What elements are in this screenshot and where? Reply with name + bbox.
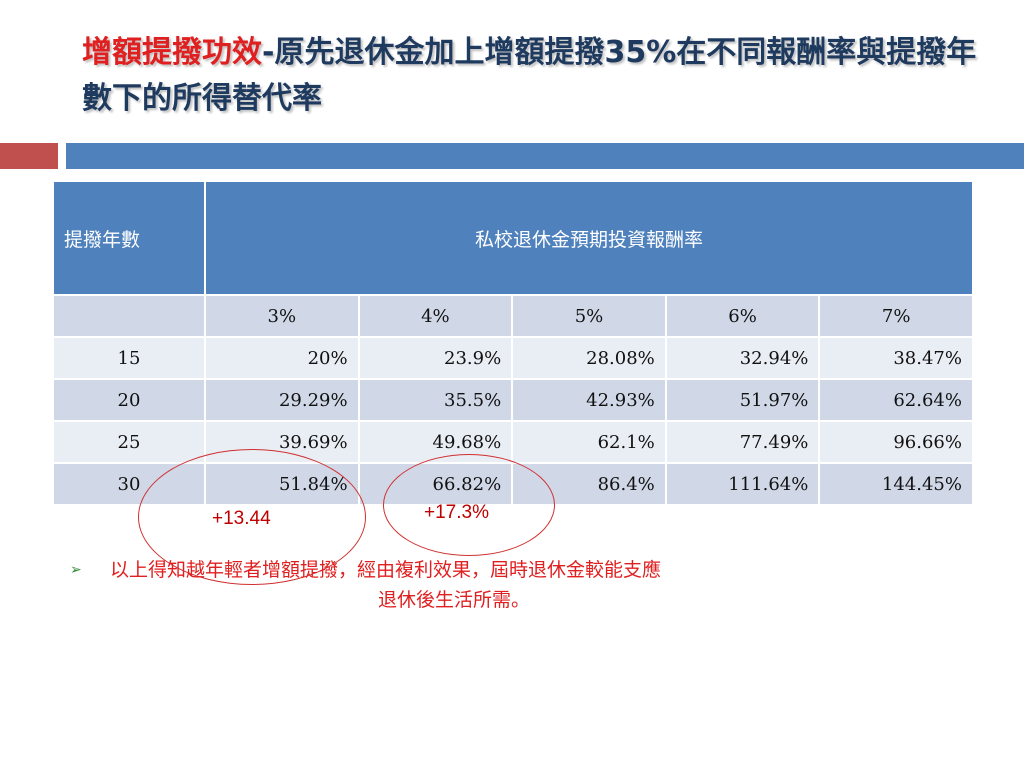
table-cell: 111.64%: [664, 462, 821, 506]
rate-label: 3%: [204, 294, 360, 338]
delta-annotation-4pct: +17.3%: [424, 502, 489, 523]
slide-title: 增額提撥功效-原先退休金加上增額提撥35%在不同報酬率與提撥年數下的所得替代率: [82, 30, 982, 122]
year-cell: 20: [52, 378, 206, 422]
accent-bar-red: [0, 143, 58, 169]
rate-label: 4%: [357, 294, 514, 338]
header-years: 提撥年數: [52, 180, 206, 296]
conclusion-text-line2: 退休後生活所需。: [378, 589, 531, 611]
table-row: 15 20% 23.9% 28.08% 32.94% 38.47%: [52, 336, 974, 380]
table-cell: 77.49%: [664, 420, 821, 464]
replacement-rate-table: 提撥年數 私校退休金預期投資報酬率 3% 4% 5% 6% 7% 15 20% …: [52, 180, 974, 506]
table-header-row: 提撥年數 私校退休金預期投資報酬率: [52, 180, 974, 296]
rate-row: 3% 4% 5% 6% 7%: [52, 294, 974, 338]
arrow-bullet-icon: ➢: [70, 562, 82, 578]
accent-bar-blue: [66, 143, 1024, 169]
year-cell: 15: [52, 336, 206, 380]
table-cell: 29.29%: [204, 378, 360, 422]
slide-title-rest: -原先退休金加上增額提撥35%在不同報酬率與提撥年數下的所得替代率: [82, 35, 977, 116]
table-row: 20 29.29% 35.5% 42.93% 51.97% 62.64%: [52, 378, 974, 422]
table-cell: 96.66%: [818, 420, 974, 464]
table-cell: 23.9%: [357, 336, 514, 380]
rate-label: 6%: [664, 294, 821, 338]
table-cell: 28.08%: [511, 336, 667, 380]
highlight-ellipse-4pct: [383, 454, 555, 556]
table-cell: 144.45%: [818, 462, 974, 506]
slide-title-accent: 增額提撥功效: [82, 35, 262, 70]
highlight-ellipse-3pct: [138, 449, 366, 585]
table-cell: 62.1%: [511, 420, 667, 464]
conclusion-text-line1: 以上得知越年輕者增額提撥，經由複利效果，屆時退休金較能支應: [110, 559, 662, 581]
rate-label: 5%: [511, 294, 667, 338]
table-cell: 32.94%: [664, 336, 821, 380]
table-cell: 38.47%: [818, 336, 974, 380]
delta-annotation-3pct: +13.44: [212, 508, 271, 529]
header-rates: 私校退休金預期投資報酬率: [204, 180, 974, 296]
rate-label: 7%: [818, 294, 974, 338]
table-row: 25 39.69% 49.68% 62.1% 77.49% 96.66%: [52, 420, 974, 464]
table-cell: 49.68%: [357, 420, 514, 464]
table-cell: 62.64%: [818, 378, 974, 422]
table-cell: 51.97%: [664, 378, 821, 422]
table-cell: 42.93%: [511, 378, 667, 422]
table-cell: [52, 294, 206, 338]
table-cell: 35.5%: [357, 378, 514, 422]
year-cell: 25: [52, 420, 206, 464]
table-cell: 20%: [204, 336, 360, 380]
